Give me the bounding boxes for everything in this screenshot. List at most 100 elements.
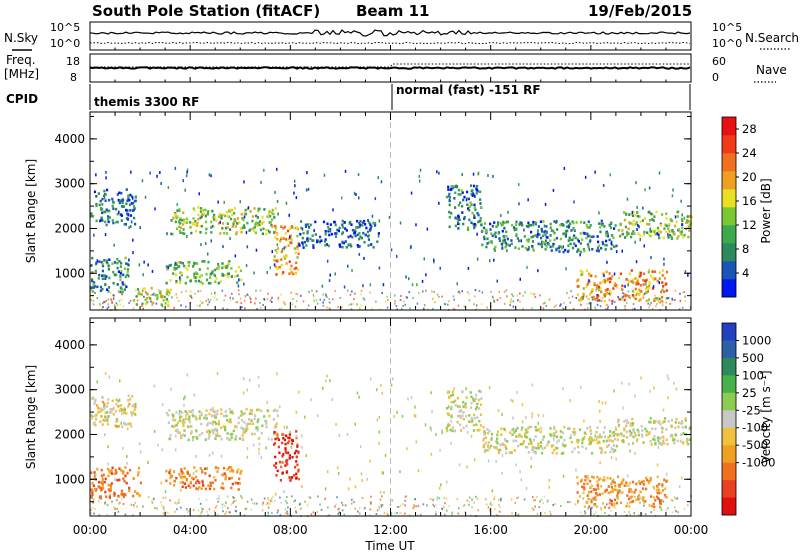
nsearch-tick-bottom: 10^0 <box>712 37 742 50</box>
colorbar-swatch <box>722 323 736 341</box>
colorbar-tick-label: 20 <box>742 170 757 184</box>
x-axis-label: Time UT <box>364 539 415 553</box>
echo-region <box>272 430 300 482</box>
echo-region <box>165 407 279 442</box>
nsky-trace <box>89 29 691 37</box>
frequency-strip: Freq. [MHz] 18 8 60 0 Nave <box>4 53 787 84</box>
colorbar-swatch <box>722 243 736 262</box>
power-panel: 1000 2000 3000 4000 4 8 12 16 20 24 28 <box>54 111 757 311</box>
colorbar-tick-label: 8 <box>742 242 749 256</box>
echo-region <box>165 466 243 491</box>
colorbar-swatch <box>722 279 736 298</box>
nsky-label: N.Sky <box>4 31 38 45</box>
x-tick-label: 16:00 <box>473 523 508 537</box>
colorbar-tick-label: 4 <box>742 266 749 280</box>
y-tick-label: 3000 <box>54 383 85 397</box>
colorbar-tick-label: 25 <box>742 386 757 400</box>
x-tick-label: 00:00 <box>73 523 108 537</box>
echo-region <box>170 206 278 236</box>
colorbar-tick-label: -500 <box>742 438 768 452</box>
colorbar-swatch <box>722 340 736 359</box>
nsearch-tick-top: 10^5 <box>712 21 742 34</box>
freq-label: Freq. <box>6 53 36 67</box>
x-tick-label: 12:00 <box>373 523 408 537</box>
freq-tick-top: 18 <box>66 55 80 68</box>
station-title: South Pole Station (fitACF) <box>92 2 320 20</box>
nsearch-trace <box>90 41 691 45</box>
echo-region <box>576 475 669 509</box>
near-range-clutter <box>90 495 692 518</box>
cpid-left-text: themis 3300 RF <box>94 95 199 109</box>
date-label: 19/Feb/2015 <box>588 2 692 20</box>
velocity-colorbar: 1000 500 100 25 -25 -100 -500 -1000 <box>721 322 775 516</box>
echo-region <box>273 224 300 276</box>
echo-region <box>445 184 483 231</box>
y-tick-label: 4000 <box>54 132 85 146</box>
velocity-panel: 1000 2000 3000 4000 1000 500 100 25 -25 -100 -500… <box>54 317 775 518</box>
strip-ticks <box>89 45 692 82</box>
power-colorbar-label: Power [dB] <box>759 178 773 243</box>
y-tick-label: 4000 <box>54 338 85 352</box>
x-tick-label: 20:00 <box>574 523 609 537</box>
velocity-echo-layer <box>90 318 692 518</box>
echo-region <box>576 269 669 303</box>
colorbar-swatch <box>722 480 736 498</box>
colorbar-swatch <box>722 189 736 208</box>
cpid-row: CPID themis 3300 RF normal (fast) -151 R… <box>6 83 691 110</box>
colorbar-tick-label: 500 <box>742 351 764 365</box>
colorbar-swatch <box>722 497 736 516</box>
nave-tick-top: 60 <box>712 55 726 68</box>
colorbar-tick-label: -100 <box>742 421 768 435</box>
x-tick-label: 00:00 <box>674 523 709 537</box>
power-y-axis-label: Slant Range [km] <box>24 159 38 263</box>
nsearch-label: N.Search <box>745 31 799 45</box>
echo-region <box>445 389 483 433</box>
colorbar-swatch <box>722 153 736 172</box>
echo-region <box>298 219 380 249</box>
colorbar-tick-label: 28 <box>742 122 757 136</box>
colorbar-tick-label: 16 <box>742 194 757 208</box>
colorbar-swatch <box>722 135 736 154</box>
sparse-echoes <box>90 371 688 496</box>
echo-region <box>616 417 692 446</box>
colorbar-tick-label: 24 <box>742 146 757 160</box>
colorbar-swatch <box>722 462 736 481</box>
colorbar-swatch <box>722 207 736 226</box>
nsky-tick-bottom: 10^0 <box>50 37 80 50</box>
colorbar-swatch <box>722 357 736 376</box>
beam-label: Beam 11 <box>356 2 429 20</box>
nave-label: Nave <box>756 63 787 77</box>
colorbar-swatch <box>722 410 736 429</box>
echo-region <box>480 219 618 254</box>
y-tick-label: 3000 <box>54 177 85 191</box>
freq-trace <box>89 66 691 70</box>
x-tick-label: 04:00 <box>173 523 208 537</box>
colorbar-swatch <box>722 445 736 463</box>
colorbar-swatch <box>722 427 736 446</box>
colorbar-tick-label: 1000 <box>742 333 771 347</box>
colorbar-swatch <box>722 225 736 244</box>
echo-region <box>482 425 618 455</box>
x-tick-label: 08:00 <box>273 523 308 537</box>
echo-region <box>90 188 138 227</box>
y-tick-label: 1000 <box>54 266 85 280</box>
cpid-right-text: normal (fast) -151 RF <box>396 83 541 97</box>
colorbar-swatch <box>722 171 736 190</box>
echo-region <box>91 394 137 429</box>
colorbar-swatch <box>722 375 736 394</box>
colorbar-swatch <box>722 392 736 411</box>
y-tick-label: 2000 <box>54 427 85 441</box>
echo-region <box>165 260 243 285</box>
sparse-echoes <box>93 166 689 289</box>
colorbar-swatch <box>722 261 736 280</box>
freq-unit-label: [MHz] <box>4 67 39 81</box>
echo-region <box>90 256 130 294</box>
nave-tick-bottom: 0 <box>712 71 719 84</box>
colorbar-tick-label: -25 <box>742 403 761 417</box>
echo-region <box>90 466 143 500</box>
noise-strip: N.Sky 10^5 10^0 10^5 10^0 N.Search <box>4 21 799 51</box>
colorbar-tick-label: 100 <box>742 368 764 382</box>
colorbar-swatch <box>722 117 736 136</box>
nsky-tick-top: 10^5 <box>50 21 80 34</box>
